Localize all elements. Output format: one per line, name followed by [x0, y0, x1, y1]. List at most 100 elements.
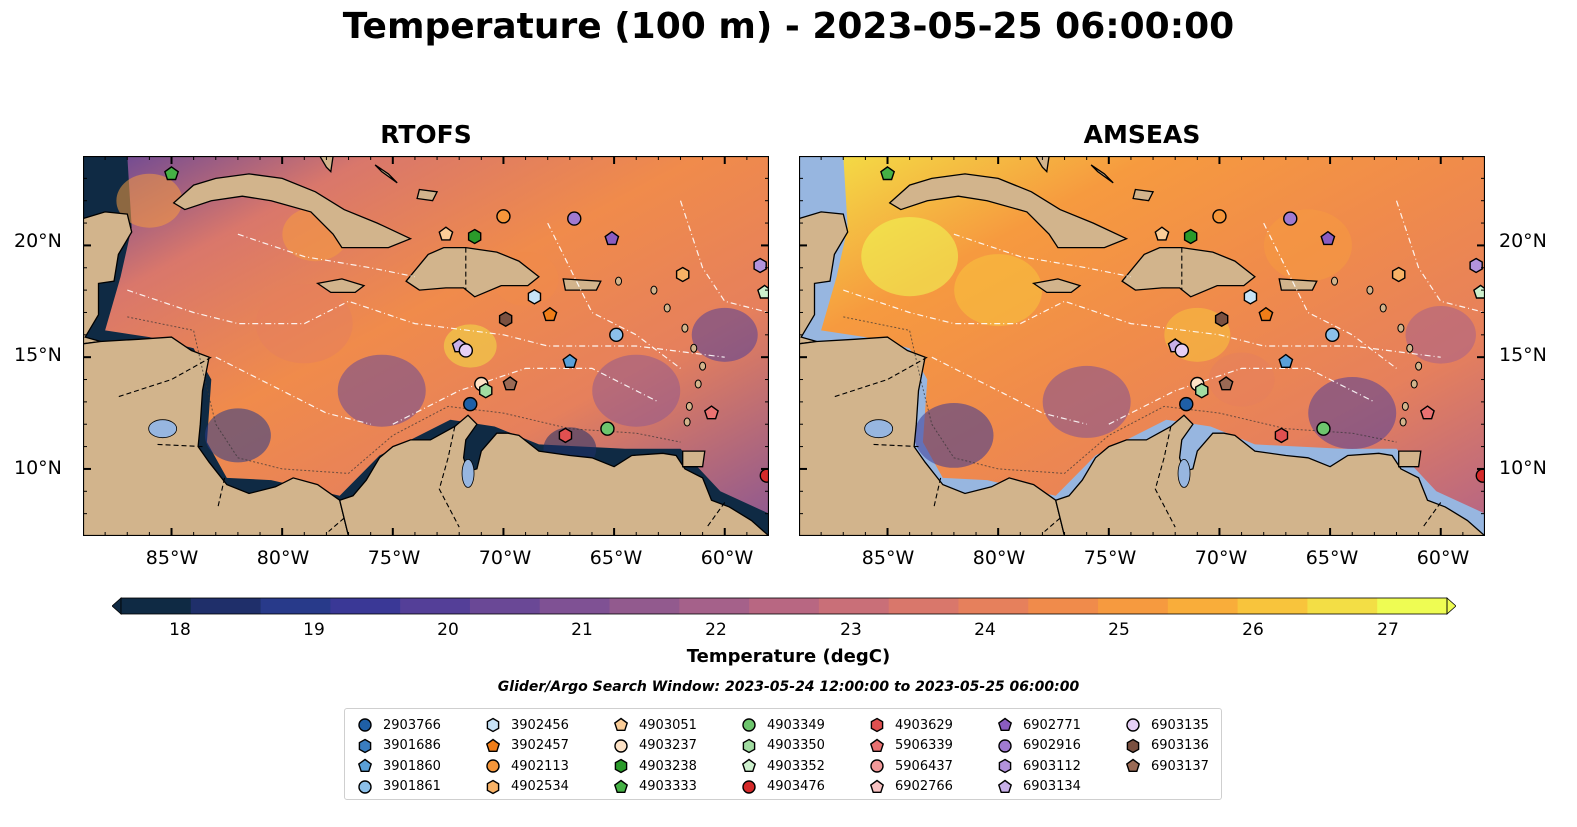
float-marker-6903135 — [458, 343, 474, 358]
legend-label: 4903352 — [767, 758, 825, 774]
hexagon-marker-icon — [742, 738, 756, 753]
float-marker-4902113 — [496, 209, 511, 224]
float-marker-6903135 — [1174, 343, 1190, 358]
float-marker-4902534 — [675, 266, 690, 283]
legend-item-5906437: 5906437 — [869, 756, 953, 776]
colorbar-swatch — [1098, 598, 1169, 614]
legend-item-6902916: 6902916 — [997, 736, 1081, 756]
legend-label: 2903766 — [383, 717, 441, 733]
float-marker-6903137 — [502, 376, 518, 391]
float-marker-5906339 — [1419, 405, 1435, 420]
legend-item-5906339: 5906339 — [869, 736, 953, 756]
colorbar-swatch — [888, 598, 959, 614]
float-marker-3902456 — [527, 288, 542, 305]
float-marker-4903352 — [1473, 284, 1485, 299]
float-marker-6903136 — [1214, 311, 1229, 328]
float-marker-4903333 — [880, 166, 896, 181]
float-marker-5906339 — [703, 405, 719, 420]
lat-label-20n-left: 20°N — [14, 230, 62, 252]
colorbar-swatch — [818, 598, 890, 614]
legend-item-4903333: 4903333 — [613, 777, 697, 797]
lat-label-10n-left: 10°N — [14, 457, 62, 479]
colorbar-swatch — [749, 598, 820, 614]
legend-item-3901686: 3901686 — [357, 736, 441, 756]
legend-item-6902766: 6902766 — [869, 777, 953, 797]
legend-marker-4902534 — [486, 779, 500, 794]
legend-label: 6903136 — [1151, 738, 1209, 753]
pentagon-marker-icon — [741, 758, 757, 773]
legend-label: 6903135 — [1151, 717, 1209, 733]
float-marker-3902457 — [542, 306, 558, 322]
float-marker-4903350 — [1195, 382, 1209, 399]
float-marker-4903333 — [164, 166, 180, 181]
colorbar-tick-18: 18 — [169, 620, 191, 640]
colorbar-tick-19: 19 — [303, 620, 325, 640]
legend-label: 6903137 — [1151, 758, 1209, 774]
colorbar-swatch — [190, 598, 262, 614]
colorbar-title: Temperature (degC) — [686, 646, 891, 667]
legend-label: 4903350 — [767, 738, 825, 753]
legend-marker-4903476 — [742, 779, 756, 794]
float-marker-4903051 — [1154, 226, 1170, 241]
legend-item-6903112: 6903112 — [997, 756, 1081, 776]
colorbar-swatch — [1167, 598, 1239, 614]
legend-marker-4903350 — [742, 738, 756, 753]
float-marker-4903349 — [1316, 421, 1331, 436]
float-marker-4903238 — [467, 228, 482, 245]
legend-item-4903352: 4903352 — [741, 756, 825, 776]
legend-item-6903134: 6903134 — [997, 777, 1081, 797]
figure-title: Temperature (100 m) - 2023-05-25 06:00:0… — [342, 6, 1235, 47]
lon-label-70w: 70°W — [478, 547, 532, 569]
legend-item-4902534: 4902534 — [485, 777, 569, 797]
circle-marker-icon — [742, 779, 756, 794]
colorbar-swatch — [330, 598, 401, 614]
legend-marker-6903112 — [998, 758, 1012, 774]
legend-item-4903237: 4903237 — [613, 736, 697, 756]
lat-label-10n-right: 10°N — [1499, 457, 1547, 479]
float-marker-3901860 — [562, 353, 578, 369]
circle-marker-icon — [1126, 718, 1140, 732]
lon-label-85w: 85°W — [145, 547, 199, 569]
float-marker-2903766 — [463, 396, 478, 412]
pentagon-marker-icon — [997, 717, 1013, 732]
hexagon-marker-icon — [358, 738, 372, 753]
float-marker-4903051 — [438, 226, 454, 241]
float-marker-4903476 — [759, 468, 769, 483]
lon-label-85w: 85°W — [861, 547, 915, 569]
pentagon-marker-icon — [613, 779, 629, 793]
legend-label: 4902113 — [511, 758, 569, 774]
hexagon-marker-icon — [870, 717, 884, 733]
colorbar-swatch — [609, 598, 680, 614]
colorbar-swatch — [958, 598, 1029, 614]
legend-marker-6903135 — [1126, 718, 1140, 732]
legend-label: 4903237 — [639, 738, 697, 753]
colorbar-tick-27: 27 — [1377, 620, 1399, 640]
legend-label: 4903349 — [767, 717, 825, 733]
hexagon-marker-icon — [1126, 738, 1140, 753]
legend-item-4903238: 4903238 — [613, 756, 697, 776]
colorbar-tick-20: 20 — [437, 620, 459, 640]
float-marker-6903112 — [1469, 257, 1483, 274]
float-marker-6903112 — [753, 257, 767, 274]
legend-marker-6903134 — [997, 779, 1013, 793]
legend-item-4903476: 4903476 — [741, 777, 825, 797]
colorbar-swatch — [1237, 598, 1308, 614]
legend-item-4903629: 4903629 — [869, 715, 953, 735]
legend-label: 4903238 — [639, 758, 697, 774]
legend-marker-6903136 — [1126, 738, 1140, 753]
legend-marker-3902457 — [485, 738, 501, 752]
circle-marker-icon — [998, 738, 1012, 753]
legend-label: 5906437 — [895, 758, 953, 774]
legend-marker-6903137 — [1125, 758, 1141, 773]
colorbar-tick-26: 26 — [1242, 620, 1264, 640]
legend-label: 6902771 — [1023, 717, 1081, 733]
panel-title-rtofs: RTOFS — [380, 120, 472, 149]
circle-marker-icon — [870, 759, 884, 773]
legend-marker-6902771 — [997, 717, 1013, 732]
circle-marker-icon — [358, 779, 372, 794]
legend-label: 6903134 — [1023, 779, 1081, 794]
float-marker-4902113 — [1212, 209, 1227, 224]
circle-marker-icon — [358, 718, 372, 732]
legend-item-6903135: 6903135 — [1125, 715, 1209, 735]
rtofs-map — [83, 156, 769, 536]
